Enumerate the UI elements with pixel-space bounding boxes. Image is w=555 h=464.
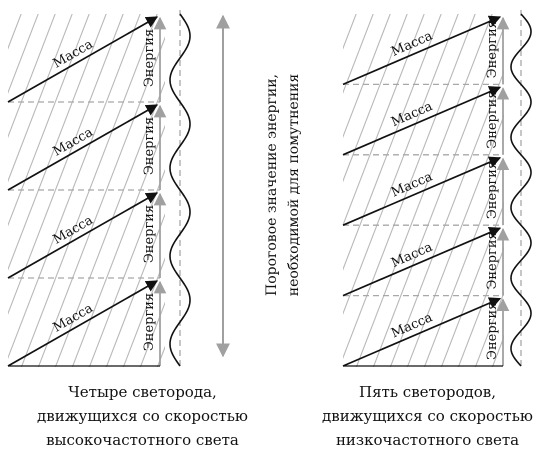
left-mass-arrow <box>7 104 159 191</box>
hatch-line <box>105 213 165 367</box>
hatch-line <box>343 14 391 139</box>
right-energy-label: Энергия <box>485 302 500 360</box>
hatch-line <box>389 70 504 367</box>
left-mass-label: Масса <box>51 125 96 160</box>
right-energy-label: Энергия <box>485 231 500 289</box>
left-mass-arrow <box>7 280 159 367</box>
threshold-label-line2: необходимой для помутнения <box>286 74 302 297</box>
hatch-line <box>8 14 124 315</box>
hatch-line <box>0 4 8 420</box>
hatch-line <box>523 4 555 420</box>
left-wave <box>169 13 191 367</box>
hatch-line <box>406 114 504 367</box>
left-mass-label: Масса <box>51 301 96 336</box>
left-caption-line: движущихся со скоростью <box>37 407 248 425</box>
hatch-line <box>88 168 165 367</box>
right-caption-line: низкочастотного света <box>335 431 520 449</box>
hatch-line <box>20 14 158 367</box>
hatch-line <box>54 80 165 367</box>
left-mass-arrow <box>7 16 159 103</box>
hatch-line <box>343 14 408 183</box>
hatch-line <box>343 14 459 315</box>
right-caption-line: движущихся со скоростью <box>322 407 533 425</box>
left-energy-label: Энергия <box>142 29 157 87</box>
left-hatch <box>0 4 331 420</box>
threshold-label-line1: Пороговое значение энергии, <box>264 74 280 296</box>
left-caption-line: высокочастотного света <box>46 431 239 449</box>
right-mass-arrow <box>342 15 502 86</box>
right-wave <box>510 13 532 367</box>
hatch-line <box>8 14 90 227</box>
right-caption: Пять светородов, движущихся со скоростью… <box>300 380 555 452</box>
hatch-line <box>8 14 107 271</box>
right-energy-label: Энергия <box>485 20 500 78</box>
hatch-line <box>440 202 504 367</box>
hatch-line <box>491 335 504 367</box>
right-mass-arrow <box>342 156 502 226</box>
right-mass-arrow <box>342 297 502 367</box>
left-energy-label: Энергия <box>142 117 157 175</box>
hatch-line <box>171 4 331 420</box>
hatch-line <box>8 14 73 183</box>
hatch-line <box>71 124 165 367</box>
hatch-line <box>343 14 442 271</box>
hatch-line <box>8 14 141 360</box>
left-mass-label: Масса <box>51 37 96 72</box>
hatch-line <box>343 14 425 227</box>
left-energy-label: Энергия <box>142 293 157 351</box>
hatch-line <box>343 14 374 94</box>
hatch-line <box>343 14 476 360</box>
hatch-line <box>139 301 165 367</box>
hatch-line <box>156 345 165 367</box>
hatch-line <box>8 14 39 94</box>
right-mass-arrow <box>342 226 502 297</box>
hatch-line <box>474 291 504 367</box>
left-mass-arrow <box>7 192 159 279</box>
hatch-line <box>423 158 504 367</box>
left-caption: Четыре светорода, движущихся со скорость… <box>0 380 285 452</box>
left-mass-label: Масса <box>51 213 96 248</box>
hatch-line <box>183 4 343 420</box>
threshold-indicator: Пороговое значение энергии, необходимой … <box>216 14 302 358</box>
left-caption-line: Четыре светорода, <box>68 383 217 401</box>
hatch-line <box>37 36 165 367</box>
hatch-line <box>457 246 504 367</box>
right-energy-label: Энергия <box>485 161 500 219</box>
hatch-line <box>355 14 493 367</box>
left-energy-label: Энергия <box>142 205 157 263</box>
hatch-line <box>122 257 165 367</box>
right-energy-label: Энергия <box>485 90 500 148</box>
right-mass-arrow <box>342 86 502 156</box>
right-caption-line: Пять светородов, <box>359 383 496 401</box>
hatch-line <box>8 14 56 139</box>
